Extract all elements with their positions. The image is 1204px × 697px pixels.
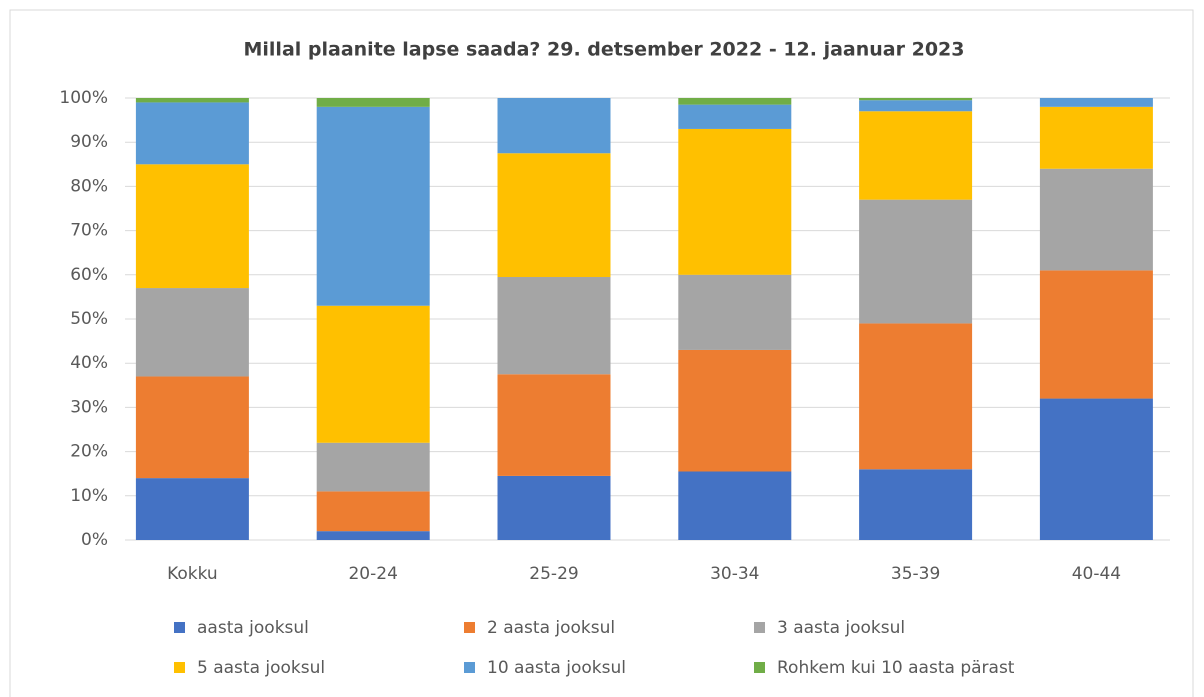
bar-segment [859, 100, 973, 112]
y-tick-label: 10% [70, 486, 108, 506]
legend-swatch [464, 622, 475, 633]
legend-label: Rohkem kui 10 aasta pärast [777, 658, 1015, 678]
x-tick-label: 35-39 [891, 564, 940, 584]
bar-segment [135, 98, 249, 103]
bar-segment [678, 98, 792, 105]
y-tick-label: 60% [70, 265, 108, 285]
bar-segment [497, 153, 611, 278]
bar-segment [135, 288, 249, 377]
bar-segment [135, 478, 249, 540]
y-tick-label: 40% [70, 353, 108, 373]
bar-segment [1039, 98, 1153, 107]
bar-segment [316, 106, 430, 306]
bar-segment [859, 323, 973, 470]
bar-segment [316, 98, 430, 107]
bar-segment [316, 531, 430, 540]
y-tick-label: 100% [59, 88, 108, 108]
bar-segment [135, 376, 249, 479]
legend-swatch [464, 662, 475, 673]
bar-segment [497, 374, 611, 476]
bar-segment [1039, 106, 1153, 169]
x-tick-label: 20-24 [348, 564, 397, 584]
legend-label: aasta jooksul [197, 618, 309, 638]
legend-swatch [174, 622, 185, 633]
y-tick-label: 90% [70, 132, 108, 152]
bar-segment [678, 471, 792, 540]
bar-segment [678, 349, 792, 472]
bar-segment [135, 102, 249, 165]
bar-segment [316, 491, 430, 532]
bar-segment [497, 475, 611, 540]
bar-segment [1039, 270, 1153, 399]
x-tick-label: 40-44 [1072, 564, 1121, 584]
legend-label: 2 aasta jooksul [487, 618, 615, 638]
bar-segment [1039, 398, 1153, 540]
y-tick-label: 20% [70, 442, 108, 462]
x-tick-label: 25-29 [529, 564, 578, 584]
y-tick-label: 70% [70, 221, 108, 241]
bar-segment [859, 111, 973, 200]
chart-title: Millal plaanite lapse saada? 29. detsemb… [244, 39, 965, 61]
bar-segment [316, 442, 430, 492]
y-tick-label: 30% [70, 397, 108, 417]
x-tick-label: 30-34 [710, 564, 759, 584]
y-tick-label: 50% [70, 309, 108, 329]
legend-swatch [174, 662, 185, 673]
legend-label: 3 aasta jooksul [777, 618, 905, 638]
bar-segment [135, 164, 249, 289]
bar-segment [497, 98, 611, 154]
bar-segment [678, 128, 792, 275]
legend-label: 10 aasta jooksul [487, 658, 626, 678]
bar-segment [1039, 168, 1153, 271]
x-tick-label: Kokku [167, 564, 218, 584]
bar-segment [316, 305, 430, 443]
legend-swatch [754, 622, 765, 633]
bar-segment [859, 199, 973, 324]
y-tick-label: 0% [81, 530, 108, 550]
bar-segment [678, 104, 792, 129]
bar-segment [859, 469, 973, 540]
bar-segment [497, 277, 611, 375]
y-tick-label: 80% [70, 176, 108, 196]
legend-label: 5 aasta jooksul [197, 658, 325, 678]
bar-segment [678, 274, 792, 350]
bar-segment [859, 98, 973, 101]
legend-swatch [754, 662, 765, 673]
